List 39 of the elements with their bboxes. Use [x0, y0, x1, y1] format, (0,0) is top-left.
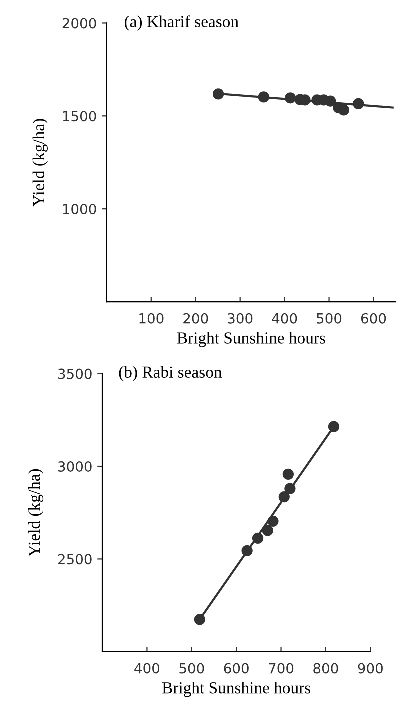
- x-tick-label: 500: [180, 663, 204, 674]
- y-tick-label: 3000: [58, 461, 92, 472]
- x-tick-label: 700: [269, 663, 294, 674]
- point: [284, 483, 296, 494]
- x-tick-label: 200: [184, 313, 208, 324]
- y-tick-label: 1500: [63, 111, 96, 122]
- y-tick-label: 2000: [62, 18, 96, 29]
- x-tick-label: 400: [134, 663, 160, 674]
- x-tick-label: 300: [228, 313, 253, 324]
- point: [194, 614, 206, 626]
- y-axis-title: Yield (kg/ha): [32, 119, 48, 207]
- point: [328, 421, 340, 432]
- point: [278, 492, 290, 503]
- point: [212, 88, 224, 100]
- point: [268, 516, 279, 527]
- x-tick-label: 600: [361, 313, 386, 324]
- x-axis-title: Bright Sunshine hours: [177, 332, 326, 348]
- chart-title: (a) Kharif season: [125, 16, 239, 31]
- point: [325, 96, 336, 107]
- x-tick-label: 500: [317, 313, 342, 324]
- point: [338, 104, 350, 116]
- point: [353, 98, 364, 110]
- chart-title: (b) Rabi season: [119, 366, 222, 382]
- x-tick-label: 600: [224, 663, 249, 674]
- point: [285, 92, 296, 104]
- point: [252, 532, 264, 544]
- point: [282, 468, 294, 480]
- x-axis-title: Bright Sunshine hours: [162, 682, 311, 698]
- point: [258, 92, 270, 103]
- point: [262, 525, 274, 536]
- x-tick-label: 400: [272, 313, 298, 324]
- point: [242, 545, 253, 556]
- y-tick-label: 2500: [58, 554, 92, 565]
- x-tick-label: 900: [358, 663, 383, 674]
- x-tick-label: 100: [140, 313, 164, 324]
- y-axis-title: Yield (kg/ha): [28, 469, 44, 557]
- y-tick-label: 1000: [63, 204, 96, 215]
- x-tick-label: 800: [314, 663, 338, 674]
- y-tick-label: 3500: [58, 368, 92, 380]
